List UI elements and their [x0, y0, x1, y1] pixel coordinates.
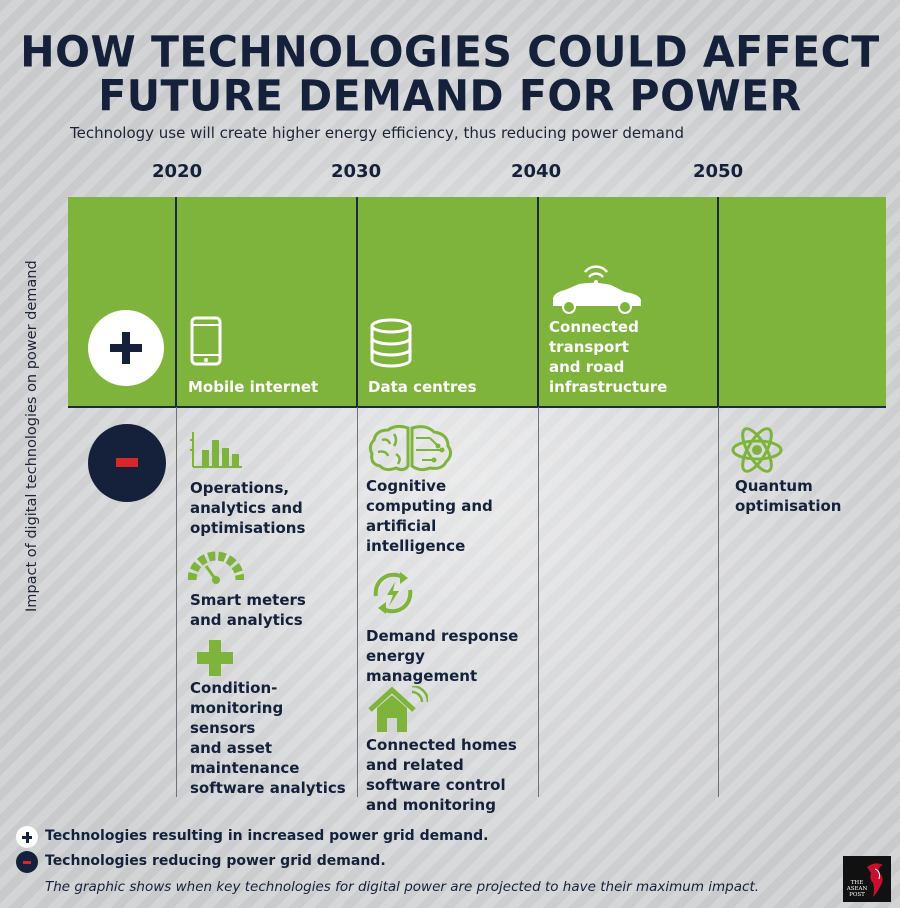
atom-icon: [731, 427, 783, 473]
year-2030: 2030: [331, 161, 382, 182]
legend-increase-text: Technologies resulting in increased powe…: [45, 828, 489, 844]
gauge-icon: [188, 551, 244, 584]
demand-response-label: Demand response energy management: [366, 627, 519, 685]
legend-plus-icon: [16, 826, 38, 848]
reduce-circle: [88, 424, 166, 502]
year-2020: 2020: [152, 161, 203, 182]
legend-minus-icon: [16, 851, 38, 873]
bird-emblem-icon: [867, 863, 883, 897]
smart-meters-label: Smart meters and analytics: [190, 591, 306, 629]
brain-circuit-icon: [368, 424, 453, 472]
title-line-1: HOW TECHNOLOGIES COULD AFFECT: [20, 26, 880, 78]
y-axis-label: Impact of digital technologies on power …: [24, 260, 40, 612]
separator-2030: [357, 407, 358, 797]
smart-home-icon: [368, 686, 428, 732]
band-bottom-line: [68, 406, 886, 408]
mobile-phone-icon: [190, 316, 222, 366]
data-centres-label: Data centres: [368, 378, 477, 396]
title-line-2: FUTURE DEMAND FOR POWER: [98, 70, 802, 122]
minus-icon: [116, 458, 138, 467]
asean-post-logo: THE ASEAN POST: [843, 856, 891, 902]
footnote: The graphic shows when key technologies …: [45, 879, 760, 895]
subtitle: Technology use will create higher energy…: [70, 124, 684, 142]
increase-band: [68, 197, 886, 407]
divider-2040: [537, 197, 539, 407]
condition-monitoring-label: Condition- monitoring sensors and asset …: [190, 679, 346, 797]
increase-circle: [88, 310, 164, 386]
recycle-lightning-icon: [373, 572, 413, 614]
connected-car-icon: [553, 265, 641, 314]
separator-2040: [538, 407, 539, 797]
legend-reduce-text: Technologies reducing power grid demand.: [45, 853, 386, 869]
plus-cross-icon: [197, 640, 233, 676]
connected-transport-label: Connected transport and road infrastruct…: [549, 318, 668, 396]
mobile-internet-label: Mobile internet: [188, 378, 319, 396]
cognitive-computing-label: Cognitive computing and artificial intel…: [366, 477, 493, 555]
divider-2050: [717, 197, 719, 407]
bar-chart-icon: [190, 432, 242, 468]
year-2040: 2040: [511, 161, 562, 182]
divider-2020: [175, 197, 177, 407]
database-icon: [370, 318, 412, 368]
year-2050: 2050: [693, 161, 744, 182]
connected-homes-label: Connected homes and related software con…: [366, 736, 517, 814]
separator-2020: [176, 407, 177, 797]
separator-2050: [718, 407, 719, 797]
divider-2030: [356, 197, 358, 407]
operations-label: Operations, analytics and optimisations: [190, 479, 306, 537]
quantum-optimisation-label: Quantum optimisation: [735, 477, 842, 515]
